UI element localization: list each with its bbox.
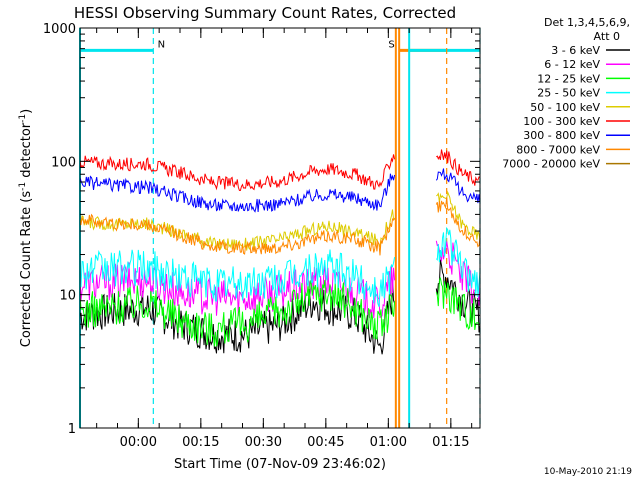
x-tick-label: 00:15 [182,435,219,450]
y-tick-label: 10 [59,289,76,304]
series-line [435,168,481,204]
legend-label: 25 - 50 keV [537,87,600,100]
legend-label: 12 - 25 keV [537,72,600,85]
series-line [435,259,481,333]
x-tick-label: 00:00 [120,435,157,450]
series-line [79,173,396,213]
legend-label: 300 - 800 keV [523,129,600,142]
legend-label: 3 - 6 keV [551,44,600,57]
legend-label: 50 - 100 keV [530,101,600,114]
series-line [436,149,481,186]
legend-header: Det 1,3,4,5,6,9, [544,16,630,29]
axes: 1 10 100 1000 00:00 00:15 00:30 00:45 01:00 01:15 [43,22,481,450]
x-tick-label: 00:30 [245,435,282,450]
series-line [79,213,396,256]
series-lines [79,149,481,355]
y-axis-label: Corrected Count Rate (s-1 detector-1) [18,109,34,347]
legend-label: 800 - 7000 keV [516,143,600,156]
legend-label: 7000 - 20000 keV [502,158,600,171]
footer-timestamp: 10-May-2010 21:19 [544,467,632,477]
y-tick-label: 100 [51,155,76,170]
series-line [79,249,396,307]
x-tick-label: 00:45 [307,435,344,450]
series-line [435,197,481,248]
x-tick-label: 01:15 [432,435,469,450]
series-line [435,226,481,298]
legend-label: 6 - 12 keV [544,58,600,71]
series-line [79,209,395,251]
series-line [436,190,481,240]
chart-title: HESSI Observing Summary Count Rates, Cor… [74,4,456,22]
series-line [435,277,481,330]
series-line [79,154,396,192]
legend-header-att: Att 0 [594,30,620,43]
y-tick-label: 1000 [43,22,76,37]
plot-frame [79,27,481,429]
x-axis-label: Start Time (07-Nov-09 23:46:02) [174,457,386,472]
interval-label: N [158,39,165,50]
interval-label: S [388,39,394,50]
x-tick-label: 01:00 [370,435,407,450]
legend-label: 100 - 300 keV [523,115,600,128]
series-line [79,279,396,347]
y-tick-label: 1 [68,422,76,437]
